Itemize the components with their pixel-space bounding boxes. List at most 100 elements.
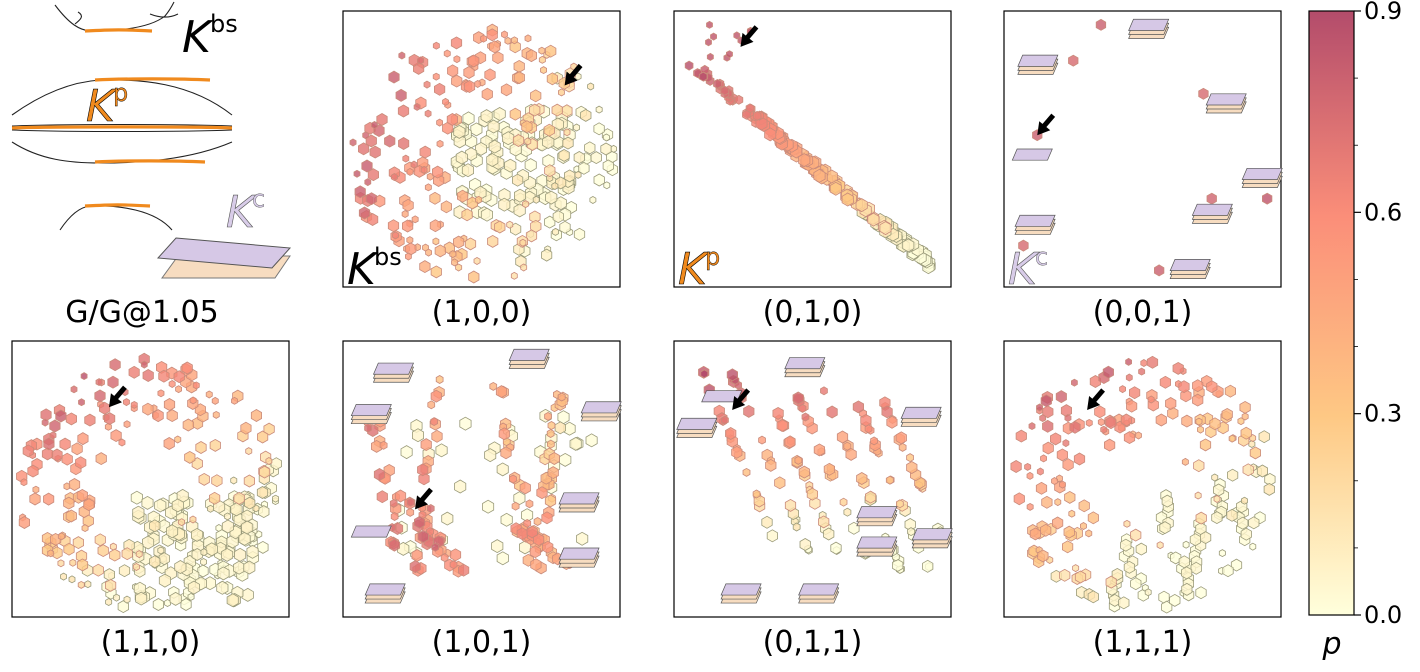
data-point — [1178, 555, 1190, 569]
data-point — [27, 464, 39, 478]
sheet-layer — [1014, 214, 1056, 227]
data-point — [205, 390, 213, 399]
data-point — [233, 491, 245, 505]
data-point — [726, 50, 733, 59]
data-point — [512, 173, 524, 187]
data-point — [488, 40, 501, 54]
data-point — [1159, 521, 1171, 535]
data-point — [1140, 359, 1148, 367]
data-point — [1211, 473, 1219, 482]
corner-label-sup: bs — [374, 243, 402, 271]
data-point — [752, 489, 761, 499]
data-point — [546, 174, 554, 183]
data-point — [1182, 540, 1190, 549]
data-point — [411, 428, 425, 443]
data-point — [256, 486, 269, 499]
data-point — [1105, 416, 1117, 430]
data-point — [510, 271, 518, 280]
data-point — [142, 402, 154, 416]
data-point — [1123, 560, 1135, 574]
data-point — [434, 244, 446, 258]
data-point — [1026, 502, 1034, 511]
sheet-icon — [372, 362, 415, 383]
data-point — [442, 97, 450, 106]
sheet-icon — [911, 528, 953, 549]
data-point — [587, 82, 595, 91]
data-point — [429, 191, 441, 205]
data-point — [118, 564, 131, 578]
data-point — [521, 120, 533, 134]
sheet-layer — [1169, 259, 1211, 271]
sheet-icon — [1011, 148, 1053, 161]
band-structure-schematic: K bs K p K c G/G@1.05 — [11, 1, 292, 330]
data-point — [272, 494, 280, 503]
data-point — [1180, 389, 1192, 403]
data-point — [529, 103, 541, 117]
data-point — [401, 210, 409, 218]
data-point — [123, 420, 131, 429]
data-point — [1240, 527, 1252, 541]
data-point — [540, 66, 547, 75]
dispersive-band — [54, 1, 175, 32]
data-point — [47, 549, 55, 558]
data-point — [209, 438, 221, 452]
data-point — [420, 165, 428, 174]
data-point — [593, 173, 605, 187]
data-point — [698, 71, 708, 82]
data-point — [443, 49, 451, 58]
data-point — [406, 507, 415, 517]
data-point — [896, 499, 904, 509]
corner-label-main: K — [1008, 244, 1040, 295]
schematic-caption: G/G@1.05 — [65, 295, 218, 330]
data-point — [1241, 412, 1249, 421]
data-point — [513, 71, 525, 85]
data-point — [1200, 531, 1212, 545]
data-point — [1029, 527, 1041, 541]
sheet-icon — [1241, 167, 1283, 188]
data-point — [801, 412, 810, 422]
data-point — [1189, 533, 1201, 547]
data-point — [1248, 516, 1260, 530]
flat-band — [11, 125, 233, 130]
data-point — [820, 386, 828, 396]
panel-caption: (1,1,1) — [1093, 625, 1193, 660]
data-point — [580, 108, 592, 122]
data-point — [1125, 373, 1133, 382]
data-point — [603, 181, 611, 190]
dispersive-band — [59, 205, 173, 231]
data-point — [109, 548, 121, 562]
data-point — [1230, 558, 1243, 572]
data-point — [1123, 431, 1136, 445]
data-point — [1036, 403, 1043, 412]
data-point — [502, 131, 515, 146]
data-point — [529, 545, 541, 559]
sheet-layer — [372, 362, 415, 375]
data-point — [461, 163, 475, 178]
data-point — [1249, 542, 1257, 551]
data-point — [602, 159, 614, 173]
panel-caption: (1,1,0) — [101, 625, 201, 660]
data-point — [538, 46, 546, 55]
arrow-head — [1087, 396, 1101, 410]
panel-caption: (0,1,0) — [763, 295, 863, 330]
data-point — [59, 437, 71, 451]
data-point — [495, 385, 508, 399]
sheet-icon — [798, 583, 840, 604]
sheet-icon — [350, 404, 392, 425]
data-point — [1055, 390, 1067, 404]
data-point — [1087, 511, 1099, 525]
data-point — [509, 107, 521, 121]
data-point — [432, 72, 440, 81]
data-point — [18, 516, 31, 529]
colorbar: 0.0 0.3 0.6 0.9 p — [1308, 0, 1402, 662]
data-point — [451, 74, 463, 88]
data-point — [484, 448, 497, 463]
dispersive-band — [149, 13, 179, 18]
data-point — [379, 440, 388, 450]
data-point — [488, 139, 501, 154]
data-point — [731, 445, 743, 459]
sheet-icon — [558, 492, 600, 513]
corner-label-main: K — [347, 244, 379, 295]
data-point — [545, 44, 557, 58]
data-point — [192, 381, 200, 390]
